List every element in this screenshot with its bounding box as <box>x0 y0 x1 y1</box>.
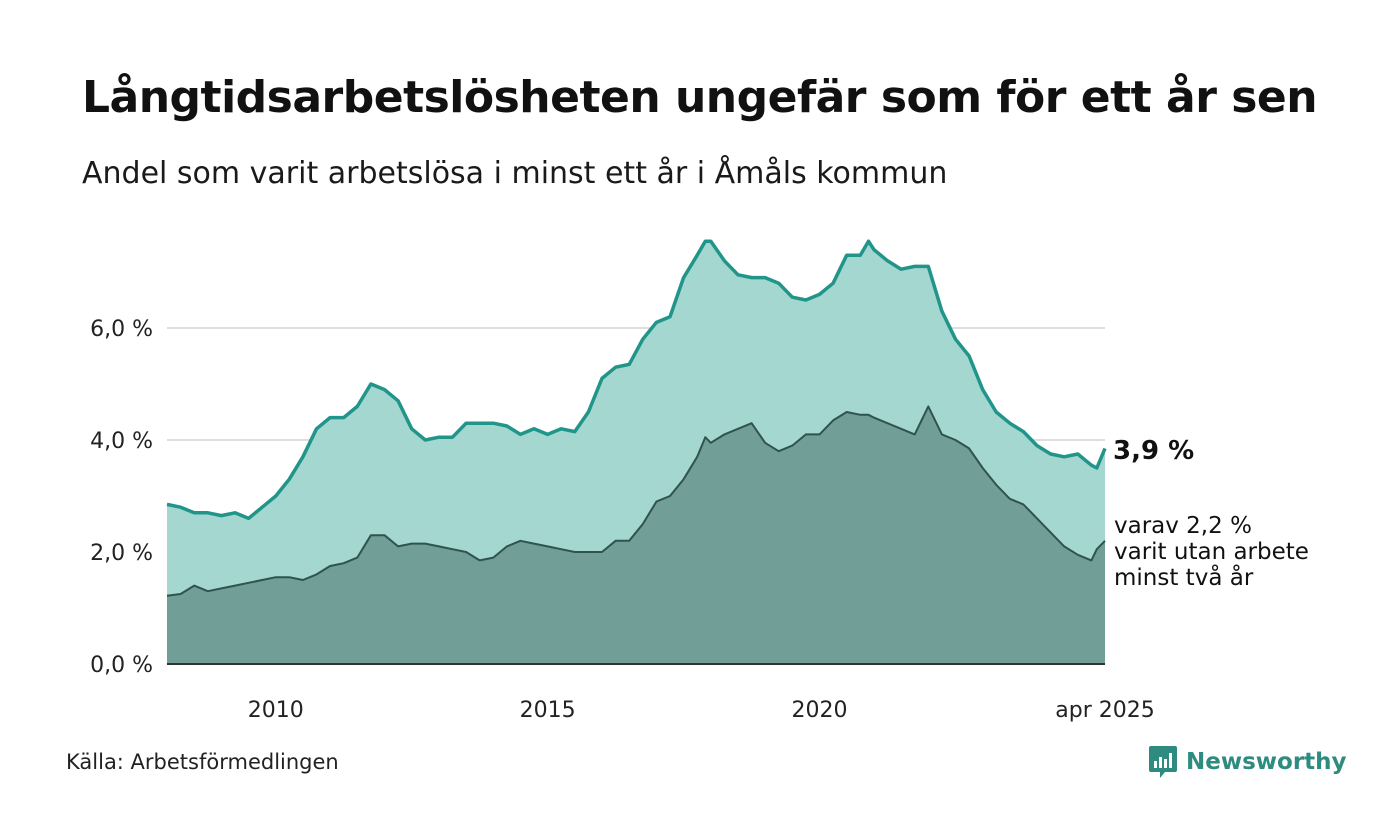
source-note: Källa: Arbetsförmedlingen <box>66 750 339 774</box>
series-areas <box>166 239 1107 664</box>
brand-logo-block: Newsworthy <box>1148 744 1347 780</box>
axes: 0,0 % 2,0 % 4,0 % 6,0 % 2010 2015 2020 apr 2025 <box>90 317 1155 723</box>
end-label-long-line: minst två år <box>1114 563 1254 591</box>
x-tick-label: apr 2025 <box>1055 698 1154 723</box>
end-label-long-line: varit utan arbete <box>1114 539 1309 565</box>
x-tick-label: 2015 <box>520 698 576 723</box>
brand-name: Newsworthy <box>1186 749 1347 775</box>
chart-subtitle: Andel som varit arbetslösa i minst ett å… <box>82 156 948 191</box>
y-tick-label: 2,0 % <box>90 541 153 566</box>
series-line-total <box>166 239 1107 521</box>
y-tick-label: 4,0 % <box>90 429 153 454</box>
series-line-long <box>166 405 1106 597</box>
y-tick-label: 0,0 % <box>90 653 153 678</box>
end-label-long-line: varav 2,2 % <box>1114 513 1252 539</box>
chart-title: Långtidsarbetslösheten ungefär som för e… <box>82 72 1318 123</box>
series-area-long <box>167 406 1105 664</box>
chart-bars-icon <box>1149 746 1177 778</box>
x-tick-label: 2010 <box>248 698 304 723</box>
x-tick-label: 2020 <box>792 698 848 723</box>
end-label-long: varav 2,2 % varit utan arbete minst två år <box>1114 513 1309 591</box>
end-labels: 3,9 % varav 2,2 % varit utan arbete minst t… <box>1113 436 1309 591</box>
end-label-total: 3,9 % <box>1113 436 1194 466</box>
y-tick-label: 6,0 % <box>90 317 153 342</box>
